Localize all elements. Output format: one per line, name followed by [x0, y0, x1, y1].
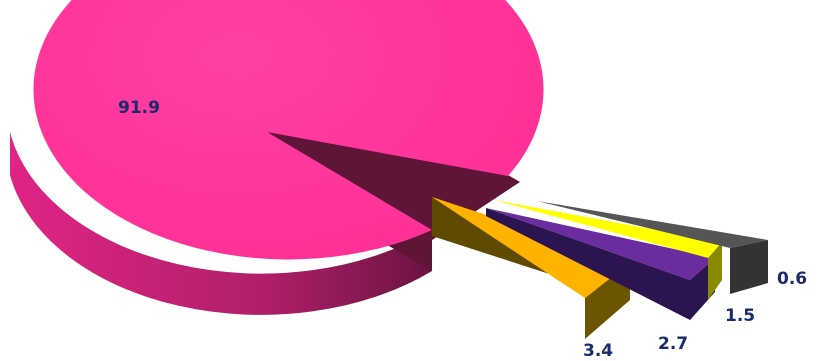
slice-1-top — [432, 197, 630, 298]
slice-label-2: 2.7 — [658, 334, 688, 354]
slice-2-left — [486, 208, 690, 320]
slice-0-side — [10, 132, 432, 315]
pie-slice-0 — [10, 0, 544, 315]
slice-0-cut-wall — [267, 132, 520, 271]
slice-4-front — [730, 240, 768, 294]
slice-3-front — [708, 242, 722, 300]
slice-4-top — [537, 201, 768, 248]
slice-label-4: 0.6 — [777, 269, 807, 289]
pie-slice-3 — [494, 200, 722, 300]
slice-3-top — [494, 200, 722, 258]
pie-slice-4 — [537, 201, 768, 294]
slice-2-top — [486, 208, 715, 280]
slice-0-top — [33, 0, 544, 260]
slice-label-3: 1.5 — [725, 306, 755, 326]
slice-label-0: 91.9 — [118, 98, 160, 118]
slice-label-1: 3.4 — [583, 341, 613, 361]
